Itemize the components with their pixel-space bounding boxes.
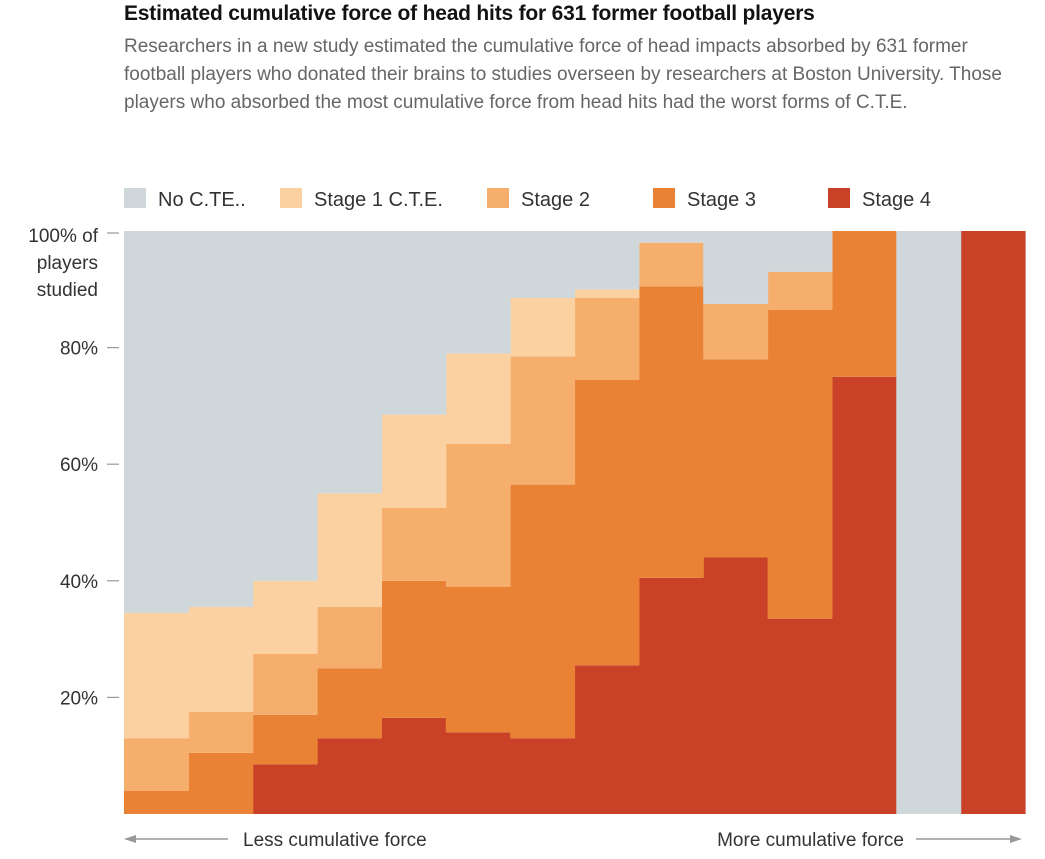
bar-no-c-t-e-bin-7 (510, 231, 576, 299)
bar-stage-3-bin-1 (124, 790, 189, 814)
bar-stage-2-bin-8 (574, 298, 640, 380)
bar-stage-1-bin-3 (252, 580, 318, 654)
bar-stage-3-bin-5 (381, 580, 447, 718)
legend: No C.TE.. Stage 1 C.T.E. Stage 2 Stage 3 Sta… (124, 188, 931, 211)
bar-stage-1-bin-7 (510, 298, 576, 357)
bar-stage-2-bin-6 (445, 443, 511, 587)
bar-stage-3-bin-2 (188, 752, 254, 814)
bar-stage-4-bin-8 (574, 665, 640, 814)
chart-subtitle: Researchers in a new study estimated the… (124, 36, 1002, 113)
bar-stage-3-bin-10 (703, 359, 769, 558)
y-tick-label-20: 20% (60, 688, 98, 709)
bar-no-c-t-e-bin-5 (381, 231, 447, 415)
bar-no-c-t-e-bin-6 (445, 231, 511, 354)
bar-no-c-t-e-bin-13 (896, 231, 962, 814)
bar-stage-2-bin-10 (703, 303, 769, 360)
bar-stage-1-bin-6 (445, 353, 511, 444)
bar-stage-2-bin-5 (381, 507, 447, 581)
bar-stage-3-bin-11 (767, 309, 833, 619)
bar-no-c-t-e-bin-4 (317, 231, 383, 494)
bar-stage-2-bin-3 (252, 653, 318, 715)
bar-stage-4-bin-4 (317, 738, 383, 814)
y-tick-label-60: 60% (60, 455, 98, 476)
legend-label-stage-1: Stage 1 C.T.E. (314, 189, 443, 211)
bar-stage-4-bin-10 (703, 557, 769, 814)
bar-stage-1-bin-5 (381, 414, 447, 508)
bar-stage-2-bin-11 (767, 271, 833, 310)
bar-stage-4-bin-11 (767, 618, 833, 814)
bar-stage-2-bin-2 (188, 711, 254, 753)
y-axis: 100% of players studied 80% 60% 40% 20% (28, 226, 119, 709)
bar-no-c-t-e-bin-11 (767, 231, 833, 272)
x-axis-direction: Less cumulative force More cumulative for… (124, 830, 1022, 851)
right-arrow-icon (1010, 835, 1022, 843)
bar-no-c-t-e-bin-2 (188, 231, 254, 608)
bar-stage-2-bin-4 (317, 607, 383, 669)
bar-stage-4-bin-9 (638, 577, 704, 814)
legend-label-no-c-t-e: No C.TE.. (158, 189, 246, 211)
bar-stage-1-bin-4 (317, 493, 383, 608)
bar-no-c-t-e-bin-3 (252, 231, 318, 581)
y-tick-label-80: 80% (60, 339, 98, 360)
bar-no-c-t-e-bin-1 (124, 231, 189, 613)
less-force-label: Less cumulative force (243, 830, 427, 851)
legend-swatch-stage-2 (487, 188, 509, 208)
bar-stage-1-bin-1 (124, 612, 189, 739)
bar-stage-3-bin-9 (638, 286, 704, 578)
bar-stage-1-bin-2 (188, 607, 254, 712)
y-axis-label-line-1: 100% of (28, 226, 98, 247)
legend-swatch-stage-3 (653, 188, 675, 208)
left-arrow-icon (124, 835, 136, 843)
plot-area (124, 231, 1026, 814)
legend-swatch-stage-1 (280, 188, 302, 208)
bar-stage-4-bin-6 (445, 732, 511, 814)
bar-stage-4-bin-12 (831, 376, 897, 814)
bar-stage-3-bin-4 (317, 668, 383, 739)
y-axis-label-line-3: studied (37, 280, 98, 301)
more-force-label: More cumulative force (717, 830, 904, 851)
bar-stage-4-bin-3 (252, 764, 318, 814)
bar-stage-1-bin-8 (574, 289, 640, 299)
y-tick-label-40: 40% (60, 572, 98, 593)
bar-no-c-t-e-bin-10 (703, 231, 769, 304)
bar-stage-2-bin-9 (638, 242, 704, 287)
bar-stage-3-bin-12 (831, 231, 897, 377)
bar-stage-4-bin-14 (960, 231, 1026, 814)
bar-stage-2-bin-7 (510, 356, 576, 485)
legend-label-stage-2: Stage 2 (521, 189, 590, 211)
bar-stage-2-bin-1 (124, 738, 189, 791)
legend-label-stage-4: Stage 4 (862, 189, 931, 211)
bar-stage-3-bin-6 (445, 586, 511, 733)
bar-stage-4-bin-7 (510, 738, 576, 814)
bar-no-c-t-e-bin-8 (574, 231, 640, 290)
bar-stage-3-bin-8 (574, 379, 640, 666)
legend-swatch-no-c-t-e (124, 188, 146, 208)
bar-stage-4-bin-5 (381, 717, 447, 814)
bar-stage-3-bin-7 (510, 484, 576, 739)
chart-title: Estimated cumulative force of head hits … (124, 2, 815, 25)
bar-no-c-t-e-bin-9 (638, 231, 704, 243)
y-axis-label-line-2: players (37, 253, 98, 274)
legend-swatch-stage-4 (828, 188, 850, 208)
legend-label-stage-3: Stage 3 (687, 189, 756, 211)
bar-stage-3-bin-3 (252, 714, 318, 765)
